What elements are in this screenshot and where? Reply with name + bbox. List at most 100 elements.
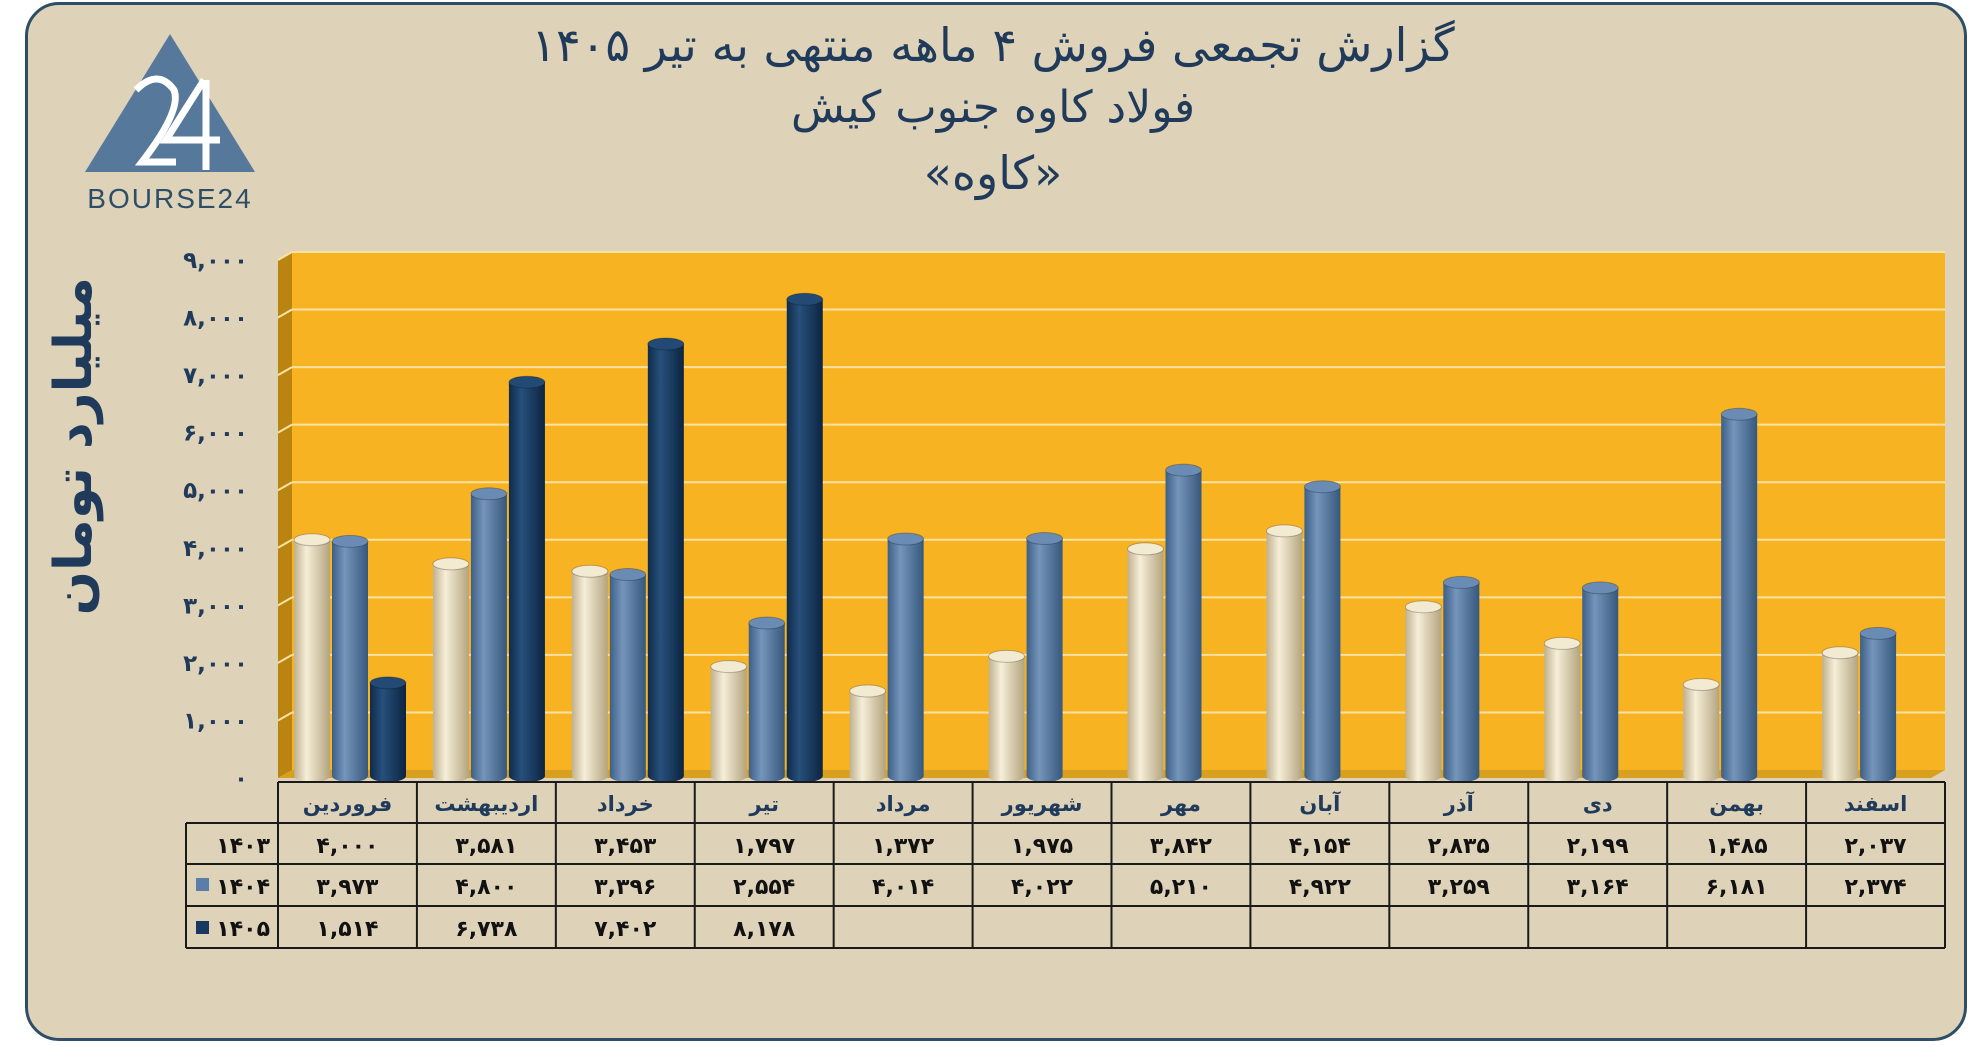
chart-subtitle: فولاد کاوه جنوب کیش <box>790 82 1195 133</box>
bar-cap <box>609 568 647 582</box>
bar-۱۴۰۴ <box>332 541 368 776</box>
bar-۱۴۰۴ <box>609 574 646 776</box>
bar-۱۴۰۴ <box>1443 582 1480 776</box>
x-category-label: مرداد <box>876 792 931 816</box>
bar-۱۴۰۴ <box>1304 486 1341 776</box>
bar-base <box>609 770 646 782</box>
bar-cap <box>748 616 786 630</box>
bar-base <box>887 770 924 782</box>
chart-title: گزارش تجمعی فروش ۴ ماهه منتهی به تیر ۱۴۰… <box>531 18 1455 72</box>
bar-cap <box>331 534 369 548</box>
x-category-label: مهر <box>1160 792 1201 816</box>
bar-base <box>571 770 608 782</box>
bar-cap <box>1581 581 1619 595</box>
chart-symbol: «کاوه» <box>923 146 1063 200</box>
data-label-۱۴۰۴: ۲,۳۷۴ <box>1845 875 1907 900</box>
bar-base <box>1683 770 1720 782</box>
data-label-۱۴۰۳: ۲,۱۹۹ <box>1567 834 1629 859</box>
data-label-۱۴۰۳: ۳,۸۴۲ <box>1150 834 1213 859</box>
bar-base <box>710 770 747 782</box>
x-category-label: تیر <box>748 792 779 816</box>
bar-۱۴۰۳ <box>988 656 1025 776</box>
gridline <box>277 423 293 434</box>
data-label-۱۴۰۴: ۴,۰۱۴ <box>872 875 934 900</box>
bar-۱۴۰۳ <box>1266 530 1303 776</box>
bar-base <box>1582 770 1619 782</box>
series-label-۱۴۰۴: ۱۴۰۴ <box>216 875 270 900</box>
bar-cap <box>786 292 824 306</box>
bar-cap <box>1265 524 1303 538</box>
series-label-۱۴۰۳: ۱۴۰۳ <box>216 834 270 859</box>
y-tick-label: ۴,۰۰۰ <box>183 536 248 562</box>
bar-cap <box>647 337 685 351</box>
data-label-۱۴۰۴: ۴,۸۰۰ <box>455 875 517 900</box>
data-label-۱۴۰۴: ۳,۳۹۶ <box>594 875 656 900</box>
bar-cap <box>710 660 748 674</box>
bar-cap <box>1543 636 1581 650</box>
bar-۱۴۰۳ <box>1127 548 1164 776</box>
bar-base <box>647 770 684 782</box>
bar-۱۴۰۳ <box>571 571 608 776</box>
x-category-label: شهریور <box>1001 792 1083 816</box>
bar-cap <box>369 676 407 690</box>
bar-base <box>748 770 785 782</box>
bar-۱۴۰۳ <box>710 666 747 776</box>
data-label-۱۴۰۴: ۶,۱۸۱ <box>1706 875 1768 900</box>
bar-cap <box>849 684 887 698</box>
bar-۱۴۰۳ <box>432 563 469 776</box>
bar-۱۴۰۵ <box>370 682 406 776</box>
bar-base <box>370 770 406 782</box>
bar-cap <box>1821 646 1859 660</box>
data-label-۱۴۰۴: ۳,۲۵۹ <box>1428 875 1490 900</box>
bar-۱۴۰۴ <box>1026 538 1063 776</box>
bar-cap <box>1720 407 1758 421</box>
data-label-۱۴۰۵: ۶,۷۳۸ <box>455 917 518 942</box>
bar-cap <box>293 533 331 547</box>
bar-base <box>1127 770 1164 782</box>
bar-base <box>1266 770 1303 782</box>
bar-base <box>988 770 1025 782</box>
bar-cap <box>1404 600 1442 614</box>
data-label-۱۴۰۵: ۸,۱۷۸ <box>733 917 796 942</box>
bar-cap <box>1442 575 1480 589</box>
bar-cap <box>1127 542 1164 556</box>
y-tick-label: ۸,۰۰۰ <box>183 306 248 332</box>
bar-۱۴۰۳ <box>294 539 330 776</box>
bar-۱۴۰۳ <box>1405 606 1442 776</box>
data-label-۱۴۰۳: ۲,۸۳۵ <box>1428 834 1490 859</box>
y-tick-label: ۳,۰۰۰ <box>183 593 248 619</box>
plot-side-wall <box>278 252 292 778</box>
y-tick-label: ۲,۰۰۰ <box>183 651 248 677</box>
bar-base <box>294 770 330 782</box>
y-tick-label: ۱,۰۰۰ <box>183 708 248 734</box>
bar-۱۴۰۳ <box>1822 652 1859 776</box>
data-label-۱۴۰۴: ۳,۱۶۴ <box>1567 875 1629 900</box>
gridline <box>277 596 293 607</box>
bar-۱۴۰۳ <box>849 691 886 776</box>
bar-۱۴۰۵ <box>508 382 545 776</box>
data-label-۱۴۰۳: ۳,۵۸۱ <box>455 834 517 859</box>
bar-cap <box>571 564 609 578</box>
x-category-label: اسفند <box>1844 792 1908 816</box>
data-label-۱۴۰۳: ۱,۳۷۲ <box>872 834 935 859</box>
bar-base <box>508 770 545 782</box>
bar-base <box>1405 770 1442 782</box>
bar-۱۴۰۵ <box>786 299 823 776</box>
plot-floor <box>278 770 1945 778</box>
bar-cap <box>470 487 508 501</box>
bar-cap <box>1303 480 1341 494</box>
bar-۱۴۰۳ <box>1683 684 1720 776</box>
bar-base <box>786 770 823 782</box>
bar-base <box>1443 770 1480 782</box>
gridline <box>277 366 293 376</box>
bar-۱۴۰۴ <box>1582 587 1619 776</box>
bar-base <box>1304 770 1341 782</box>
bar-base <box>1860 770 1897 782</box>
data-label-۱۴۰۳: ۳,۴۵۳ <box>594 834 657 859</box>
bar-۱۴۰۴ <box>1860 633 1897 776</box>
bourse24-logo: BOURSE24 <box>85 34 255 214</box>
x-category-label: اردیبهشت <box>434 792 538 816</box>
x-category-label: فروردین <box>303 792 393 816</box>
bar-cap <box>887 532 925 546</box>
bar-cap <box>508 375 546 389</box>
